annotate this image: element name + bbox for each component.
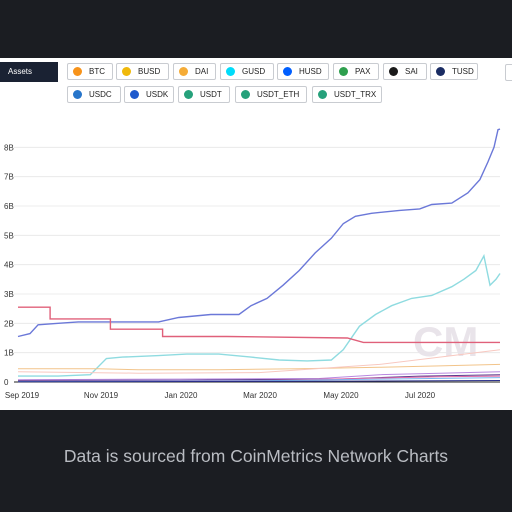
y-tick-label: 7B	[4, 173, 14, 182]
y-tick-label: 8B	[4, 143, 14, 152]
asset-chip-husd[interactable]: HUSD	[277, 63, 329, 80]
series-line	[17, 349, 501, 374]
asset-chip-label: SAI	[405, 67, 418, 76]
asset-chip-gusd[interactable]: GUSD	[220, 63, 274, 80]
series-line	[17, 128, 501, 338]
asset-chip-label: BUSD	[138, 67, 161, 76]
pax-icon	[339, 67, 348, 76]
y-tick-label: 2B	[4, 319, 14, 328]
series-line	[17, 371, 501, 381]
asset-chip-label: USDK	[146, 90, 169, 99]
asset-chip-btc[interactable]: BTC	[67, 63, 113, 80]
y-tick-label: 0	[4, 378, 9, 387]
asset-chip-tusd[interactable]: TUSD	[430, 63, 478, 80]
series-line	[17, 380, 501, 383]
watermark-logo: CM	[413, 318, 478, 365]
sai-icon	[389, 67, 398, 76]
asset-chip-usdt_eth[interactable]: USDT_ETH	[235, 86, 307, 103]
asset-chip-label: PAX	[355, 67, 371, 76]
tusd-icon	[436, 67, 445, 76]
usdk-icon	[130, 90, 139, 99]
x-tick-label: May 2020	[323, 391, 359, 400]
btc-icon	[73, 67, 82, 76]
usdt-icon	[184, 90, 193, 99]
asset-chip-label: DAI	[195, 67, 209, 76]
asset-chip-label: HUSD	[299, 67, 322, 76]
y-tick-label: 4B	[4, 261, 14, 270]
series-line	[18, 306, 500, 344]
usdt-icon	[241, 90, 250, 99]
asset-chip-label: USDT	[200, 90, 222, 99]
busd-icon	[122, 67, 131, 76]
assets-label: Assets	[0, 62, 58, 82]
husd-icon	[283, 67, 292, 76]
y-tick-label: 1B	[4, 349, 14, 358]
asset-chip-usdc[interactable]: USDC	[67, 86, 121, 103]
gusd-icon	[226, 67, 235, 76]
asset-chip-sai[interactable]: SAI	[383, 63, 427, 80]
y-tick-label: 5B	[4, 231, 14, 240]
x-tick-label: Jan 2020	[165, 391, 198, 400]
x-tick-label: Mar 2020	[243, 391, 277, 400]
asset-chip-label: USDC	[89, 90, 112, 99]
x-tick-label: Sep 2019	[5, 391, 40, 400]
series-line	[18, 363, 501, 371]
asset-chip-label: USDT_ETH	[257, 90, 300, 99]
usdc-icon	[73, 90, 82, 99]
asset-chip-usdk[interactable]: USDK	[124, 86, 174, 103]
source-caption: Data is sourced from CoinMetrics Network…	[63, 446, 449, 466]
series-line	[18, 253, 501, 377]
asset-chip-usdt_trx[interactable]: USDT_TRX	[312, 86, 382, 103]
y-tick-label: 6B	[4, 202, 14, 211]
asset-chip-usdt[interactable]: USDT	[178, 86, 230, 103]
asset-chip-dai[interactable]: DAI	[173, 63, 216, 80]
asset-chip-label: USDT_TRX	[334, 90, 377, 99]
dai-icon	[179, 67, 188, 76]
y-tick-label: 3B	[4, 290, 14, 299]
asset-chip-label: BTC	[89, 67, 105, 76]
asset-chip-busd[interactable]: BUSD	[116, 63, 169, 80]
menu-icon[interactable]	[505, 64, 512, 81]
stablecoin-supply-chart: 0 1B 2B 3B 4B 5B 6B 7B 8B Sep 2019 Nov 2019 Jan 202…	[4, 128, 501, 400]
chart-panel	[0, 58, 512, 410]
x-tick-label: Jul 2020	[405, 391, 436, 400]
x-tick-label: Nov 2019	[84, 391, 119, 400]
asset-chip-label: TUSD	[452, 67, 474, 76]
asset-chip-pax[interactable]: PAX	[333, 63, 379, 80]
usdt-icon	[318, 90, 327, 99]
asset-chip-label: GUSD	[242, 67, 266, 76]
